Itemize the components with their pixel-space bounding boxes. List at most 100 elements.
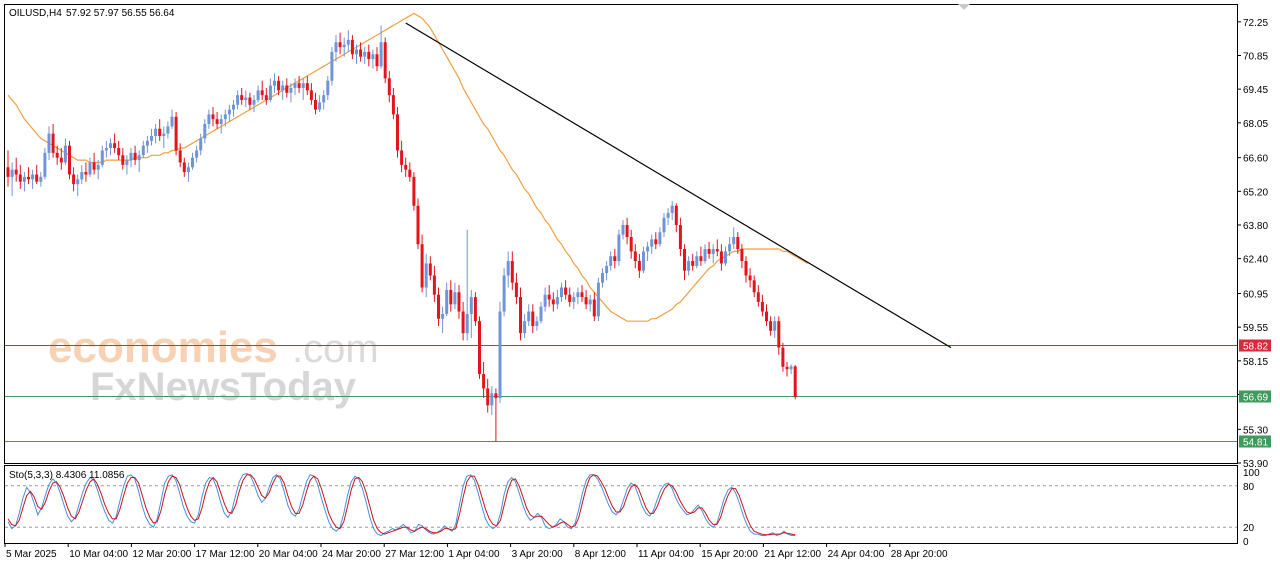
candle-115 [478,316,481,379]
candle-39 [166,121,170,139]
candle-28 [121,148,125,170]
candle-192 [793,365,797,400]
candle-30 [129,148,133,168]
candle-3 [18,164,22,189]
stochastic-panel[interactable] [4,465,1238,544]
candle-7 [35,164,39,185]
candle-100 [416,198,420,250]
candle-70 [293,78,297,96]
scroll-marker-icon[interactable] [958,4,970,10]
watermark: economies .com FxNewsToday [48,323,379,409]
downtrend-line[interactable] [405,22,952,349]
candle-55 [232,99,235,117]
candle-96 [400,140,404,173]
price-tick-2: 69.45 [1243,85,1268,96]
time-tick-7: 1 Apr 04:00 [448,549,500,560]
candle-53 [223,109,227,127]
candle-57 [240,87,244,105]
candle-4 [22,172,26,192]
candle-188 [777,316,781,355]
candle-37 [158,119,162,141]
candle-107 [445,282,449,317]
stochastic-label: Sto(5,3,3) 8.4306 11.0856 [9,470,125,481]
candle-157 [650,234,654,254]
time-tick-6: 27 Mar 12:00 [385,549,444,560]
candle-114 [473,292,477,326]
candle-24 [104,140,108,158]
candle-163 [674,203,678,233]
main-price-panel[interactable] [4,4,1238,464]
candle-54 [227,104,231,122]
level-tag-2 [1239,435,1271,448]
candle-164 [678,217,682,257]
candle-187 [773,316,777,338]
candle-117 [486,378,490,413]
candle-52 [219,114,223,134]
candle-56 [236,90,240,110]
candle-12 [55,145,59,165]
candle-142 [588,294,592,312]
candle-171 [707,241,711,259]
candle-108 [449,280,453,312]
candle-91 [379,25,383,69]
candle-159 [658,227,662,247]
candle-94 [391,87,395,120]
candle-161 [666,208,670,225]
candle-60 [252,95,256,112]
candle-129 [535,316,539,331]
candle-15 [68,140,71,180]
candle-36 [154,124,158,144]
stochastic-signal-line [7,474,796,536]
candle-119 [494,388,498,442]
candle-134 [555,289,559,310]
candle-156 [646,241,650,262]
candle-178 [736,232,740,254]
candle-81 [338,32,342,55]
time-tick-9: 8 Apr 12:00 [575,549,627,560]
level-tag-0 [1239,339,1271,352]
chart-ohlc-readout: 57.92 57.97 56.55 56.64 [66,8,175,19]
candle-162 [670,200,674,221]
candle-155 [642,246,645,274]
candle-147 [609,251,613,271]
candle-148 [613,249,617,269]
candle-116 [482,362,486,399]
price-tick-5: 65.20 [1243,187,1268,198]
candle-140 [580,285,584,302]
level-tags: 58.82 56.69 54.81 [1239,339,1271,449]
candle-136 [564,280,568,300]
candle-78 [326,75,330,100]
candle-183 [756,285,760,307]
candle-44 [186,162,190,182]
candle-190 [785,362,789,377]
candle-74 [309,83,313,105]
time-tick-4: 20 Mar 04:00 [259,549,318,560]
candle-180 [744,256,748,283]
price-tick-9: 59.55 [1243,323,1268,334]
candle-66 [277,75,281,96]
candle-127 [527,304,531,326]
candle-175 [724,246,727,266]
candle-6 [31,169,35,189]
candle-18 [80,164,84,185]
price-tick-0: 72.25 [1243,18,1268,29]
candle-68 [285,78,289,98]
candle-2 [14,157,18,182]
candle-67 [281,80,285,100]
candle-8 [39,172,43,187]
candle-131 [543,287,547,312]
candle-9 [43,148,47,180]
candle-141 [584,289,588,310]
candle-75 [314,92,317,115]
candle-22 [96,160,100,180]
candle-95 [396,107,399,158]
candle-50 [211,107,215,127]
candle-113 [469,289,473,338]
candle-16 [72,167,76,192]
watermark-brand-sub: FxNewsToday [90,365,357,409]
candle-63 [264,87,268,105]
candle-38 [162,126,166,149]
candle-176 [728,237,732,257]
candle-34 [145,136,149,153]
